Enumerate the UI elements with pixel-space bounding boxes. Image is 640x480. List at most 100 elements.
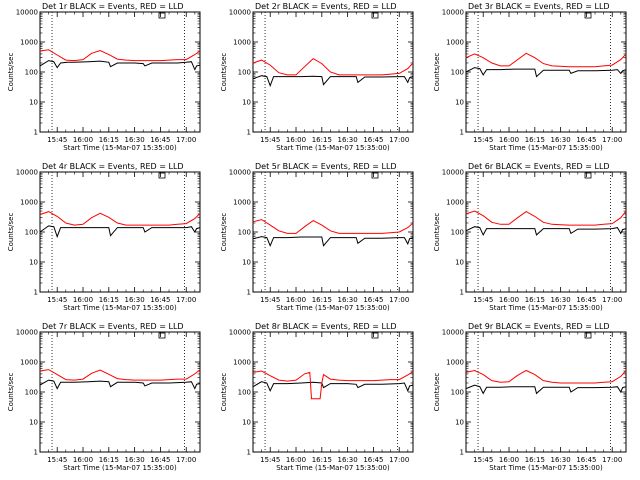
- x-axis-label: Start Time (15-Mar-07 15:35:00): [276, 304, 390, 312]
- x-axis-label: Start Time (15-Mar-07 15:35:00): [63, 464, 177, 472]
- panel-det-3: Det 3r BLACK = Events, RED = LLD 1 10 100 10…: [433, 2, 627, 152]
- y-tick-label: 1000: [233, 359, 251, 367]
- y-axis-label: Counts/sec: [220, 53, 228, 92]
- panel-title: Det 4r BLACK = Events, RED = LLD: [42, 162, 184, 171]
- x-tick-label: 15:45: [47, 136, 67, 144]
- events-series-line: [465, 67, 627, 78]
- y-axis-label: Counts/sec: [7, 213, 15, 252]
- x-tick-label: 15:45: [473, 136, 493, 144]
- x-tick-label: 16:45: [150, 456, 170, 464]
- x-axis-label: Start Time (15-Mar-07 15:35:00): [63, 304, 177, 312]
- x-tick-label: 17:00: [176, 456, 196, 464]
- plot-frame: [39, 331, 201, 453]
- x-axis-label: Start Time (15-Mar-07 15:35:00): [489, 144, 603, 152]
- y-tick-label: 10: [455, 419, 464, 427]
- x-tick-label: 16:45: [576, 456, 596, 464]
- y-tick-label: 10: [29, 419, 38, 427]
- y-tick-label: 10000: [229, 9, 251, 17]
- y-tick-label: 10: [242, 419, 251, 427]
- x-tick-label: 16:15: [525, 296, 545, 304]
- x-tick-label: 15:45: [473, 456, 493, 464]
- panel-det-9: Det 9r BLACK = Events, RED = LLD 1 10 100 10…: [433, 322, 627, 472]
- x-tick-label: 16:45: [363, 136, 383, 144]
- y-axis-label: Counts/sec: [433, 53, 441, 92]
- panel-title: Det 2r BLACK = Events, RED = LLD: [255, 2, 397, 11]
- y-tick-label: 100: [238, 69, 251, 77]
- y-axis-label: Counts/sec: [7, 53, 15, 92]
- x-tick-label: 16:15: [312, 136, 332, 144]
- x-tick-label: 16:30: [551, 136, 571, 144]
- y-tick-label: 100: [451, 69, 464, 77]
- y-tick-label: 10000: [442, 169, 464, 177]
- y-tick-label: 1000: [233, 199, 251, 207]
- marker-box-icon: [158, 172, 166, 179]
- plot-frame: [39, 171, 201, 293]
- x-tick-label: 16:00: [499, 296, 519, 304]
- marker-box-icon: [371, 172, 379, 179]
- panel-title: Det 8r BLACK = Events, RED = LLD: [255, 322, 397, 331]
- y-tick-label: 10: [29, 99, 38, 107]
- x-tick-label: 16:45: [363, 296, 383, 304]
- x-tick-label: 16:30: [125, 296, 145, 304]
- x-tick-label: 16:30: [338, 136, 358, 144]
- panel-det-8: Det 8r BLACK = Events, RED = LLD 1 10 100 10…: [220, 322, 414, 472]
- x-axis-label: Start Time (15-Mar-07 15:35:00): [63, 144, 177, 152]
- x-tick-label: 17:00: [389, 296, 409, 304]
- x-tick-label: 17:00: [602, 136, 622, 144]
- panel-det-6: Det 6r BLACK = Events, RED = LLD 1 10 100 10…: [433, 162, 627, 312]
- marker-box-icon: [584, 332, 592, 339]
- y-tick-label: 1: [247, 449, 251, 457]
- plot-frame: [465, 171, 627, 293]
- x-tick-label: 16:00: [286, 456, 306, 464]
- lld-series-line: [465, 369, 627, 384]
- x-tick-label: 16:00: [73, 456, 93, 464]
- x-axis-label: Start Time (15-Mar-07 15:35:00): [489, 464, 603, 472]
- x-tick-label: 15:45: [473, 296, 493, 304]
- y-tick-label: 10000: [442, 329, 464, 337]
- y-tick-label: 1: [34, 449, 38, 457]
- plot-frame: [252, 331, 414, 453]
- plot-frame: [465, 11, 627, 133]
- y-tick-label: 10000: [229, 169, 251, 177]
- x-tick-label: 16:30: [551, 296, 571, 304]
- events-series-line: [465, 384, 627, 395]
- x-tick-label: 17:00: [389, 456, 409, 464]
- x-tick-label: 15:45: [260, 296, 280, 304]
- y-tick-label: 10: [455, 259, 464, 267]
- x-tick-label: 17:00: [389, 136, 409, 144]
- panel-title: Det 5r BLACK = Events, RED = LLD: [255, 162, 397, 171]
- marker-box-icon: [371, 332, 379, 339]
- y-tick-label: 10: [242, 259, 251, 267]
- y-tick-label: 1: [247, 129, 251, 137]
- y-tick-label: 100: [238, 229, 251, 237]
- lld-series-line: [39, 49, 201, 62]
- y-axis-label: Counts/sec: [433, 213, 441, 252]
- y-tick-label: 100: [25, 69, 38, 77]
- x-tick-label: 16:00: [73, 296, 93, 304]
- panel-det-7: Det 7r BLACK = Events, RED = LLD 1 10 100 10…: [7, 322, 201, 472]
- y-axis-label: Counts/sec: [220, 373, 228, 412]
- y-tick-label: 1000: [20, 39, 38, 47]
- x-tick-label: 15:45: [47, 296, 67, 304]
- x-tick-label: 17:00: [602, 296, 622, 304]
- x-tick-label: 16:00: [499, 136, 519, 144]
- events-series-line: [252, 236, 414, 247]
- x-tick-label: 16:15: [312, 456, 332, 464]
- panel-title: Det 7r BLACK = Events, RED = LLD: [42, 322, 184, 331]
- x-tick-label: 16:30: [338, 296, 358, 304]
- x-tick-label: 16:45: [150, 296, 170, 304]
- y-tick-label: 10000: [16, 9, 38, 17]
- marker-box-icon: [584, 12, 592, 19]
- x-tick-label: 15:45: [47, 456, 67, 464]
- x-axis-label: Start Time (15-Mar-07 15:35:00): [489, 304, 603, 312]
- y-tick-label: 1000: [233, 39, 251, 47]
- y-tick-label: 1000: [446, 359, 464, 367]
- panel-det-2: Det 2r BLACK = Events, RED = LLD 1 10 100 10…: [220, 2, 414, 152]
- y-tick-label: 1: [460, 289, 464, 297]
- panel-det-4: Det 4r BLACK = Events, RED = LLD 1 10 100 10…: [7, 162, 201, 312]
- x-axis-label: Start Time (15-Mar-07 15:35:00): [276, 144, 390, 152]
- x-tick-label: 16:15: [525, 456, 545, 464]
- y-tick-label: 10000: [442, 9, 464, 17]
- y-tick-label: 10000: [229, 329, 251, 337]
